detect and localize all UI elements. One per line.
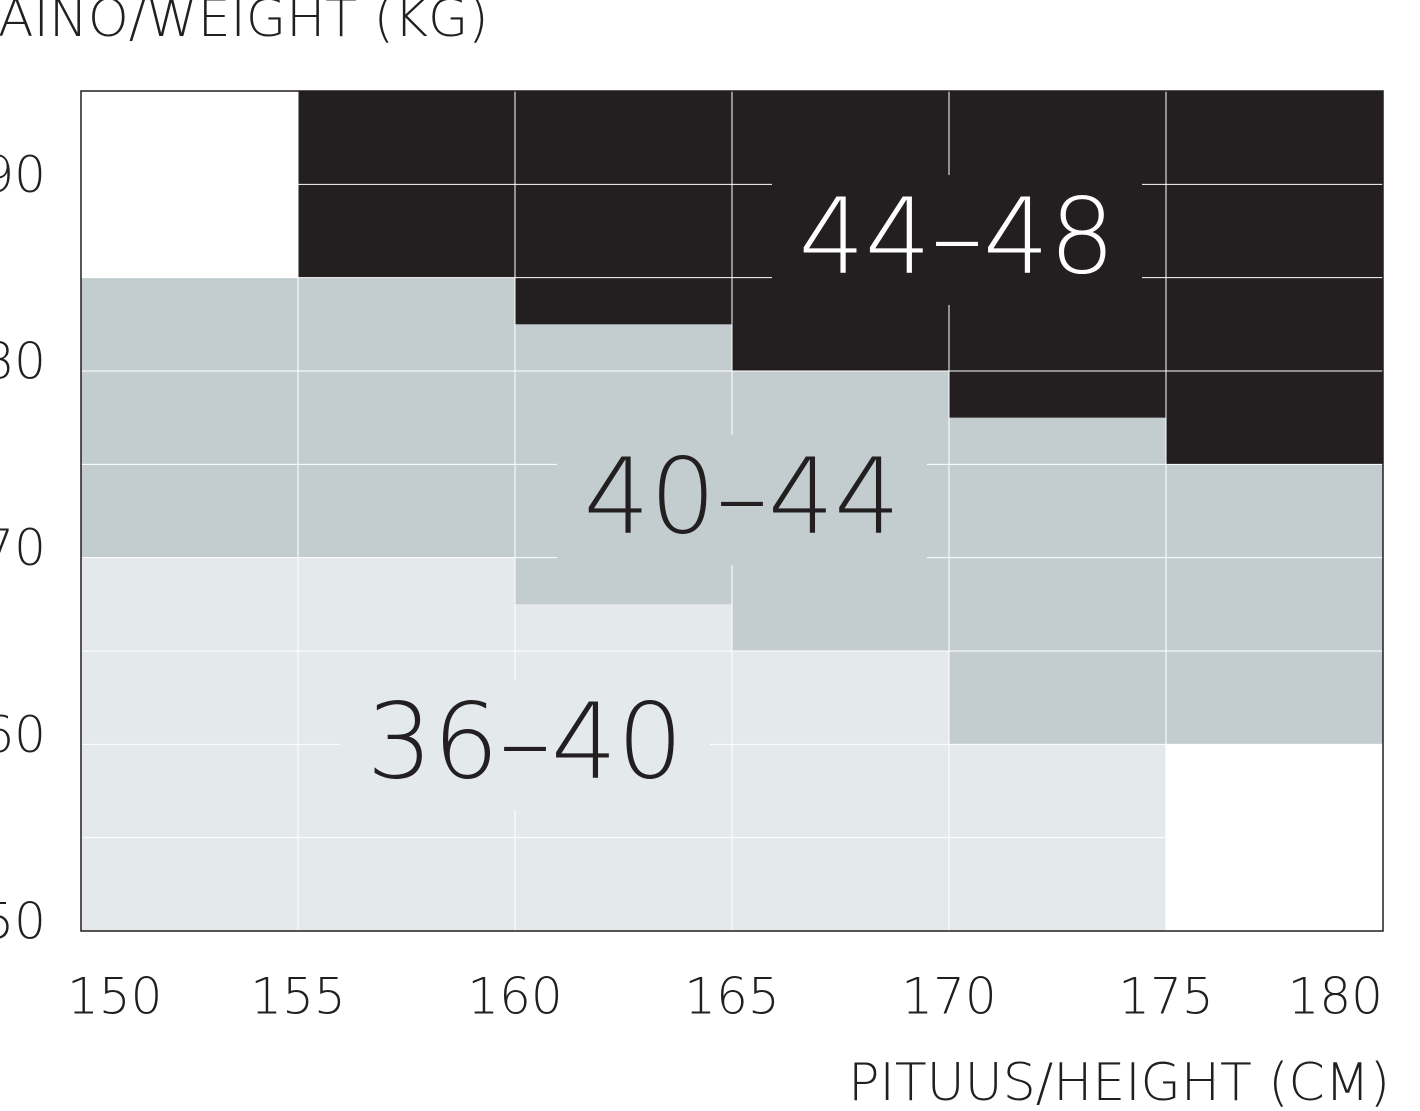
label-backdrop xyxy=(557,435,927,565)
label-backdrop xyxy=(772,175,1142,305)
x-tick-label: 165 xyxy=(684,968,779,1026)
y-axis-title: PAINO/WEIGHT (KG) xyxy=(0,0,489,49)
size-region-cell xyxy=(732,651,949,931)
y-tick-label: 70 xyxy=(0,519,46,577)
label-backdrop xyxy=(340,680,710,810)
region-label: 40–44 xyxy=(584,435,901,557)
plot-border xyxy=(80,90,1384,932)
x-tick-label: 155 xyxy=(250,968,345,1026)
y-tick-label: 50 xyxy=(0,893,46,951)
x-tick-label: 170 xyxy=(901,968,996,1026)
region-label: 36–40 xyxy=(367,680,684,802)
x-tick-label: 150 xyxy=(67,968,162,1026)
y-tick-label: 90 xyxy=(0,146,46,204)
size-region-cell xyxy=(515,91,732,325)
size-region-cell xyxy=(949,417,1166,745)
x-axis-title: PITUUS/HEIGHT (CM) xyxy=(848,1053,1390,1111)
region-label: 44–48 xyxy=(799,175,1116,297)
x-tick-label: 180 xyxy=(1288,968,1383,1026)
x-tick-label: 160 xyxy=(467,968,562,1026)
y-tick-label: 80 xyxy=(0,333,46,391)
y-tick-label: 60 xyxy=(0,706,46,764)
size-region-cell xyxy=(1166,464,1383,745)
x-tick-label: 175 xyxy=(1118,968,1213,1026)
